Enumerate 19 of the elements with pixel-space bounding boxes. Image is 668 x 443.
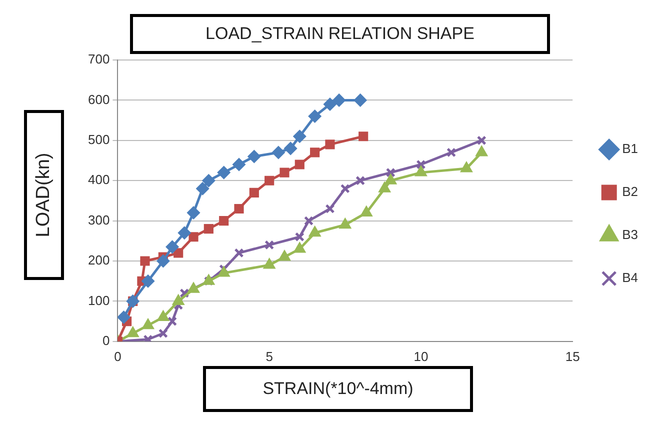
x-tick-label: 0: [114, 348, 122, 364]
x-tick-label: 15: [565, 348, 580, 364]
chart-title: LOAD_STRAIN RELATION SHAPE: [130, 14, 550, 54]
legend-label: B3: [622, 227, 638, 242]
y-tick-label: 400: [88, 172, 110, 188]
y-tick-label: 100: [88, 292, 110, 308]
y-tick-label: 300: [88, 212, 110, 228]
legend-label: B2: [622, 184, 638, 200]
x-tick-label: 5: [266, 348, 273, 364]
y-tick-label: 500: [88, 132, 110, 147]
y-tick-label: 0: [102, 332, 110, 348]
x-tick-label: 10: [414, 348, 428, 364]
y-tick-label: 200: [88, 252, 110, 268]
y-axis-title: LOAD(kn): [33, 152, 55, 238]
legend-label: B1: [622, 141, 638, 156]
x-axis-title: STRAIN(*10^-4mm): [203, 366, 473, 412]
y-tick-label: 700: [88, 52, 110, 67]
legend-label: B4: [622, 270, 638, 286]
y-tick-label: 600: [88, 92, 110, 107]
